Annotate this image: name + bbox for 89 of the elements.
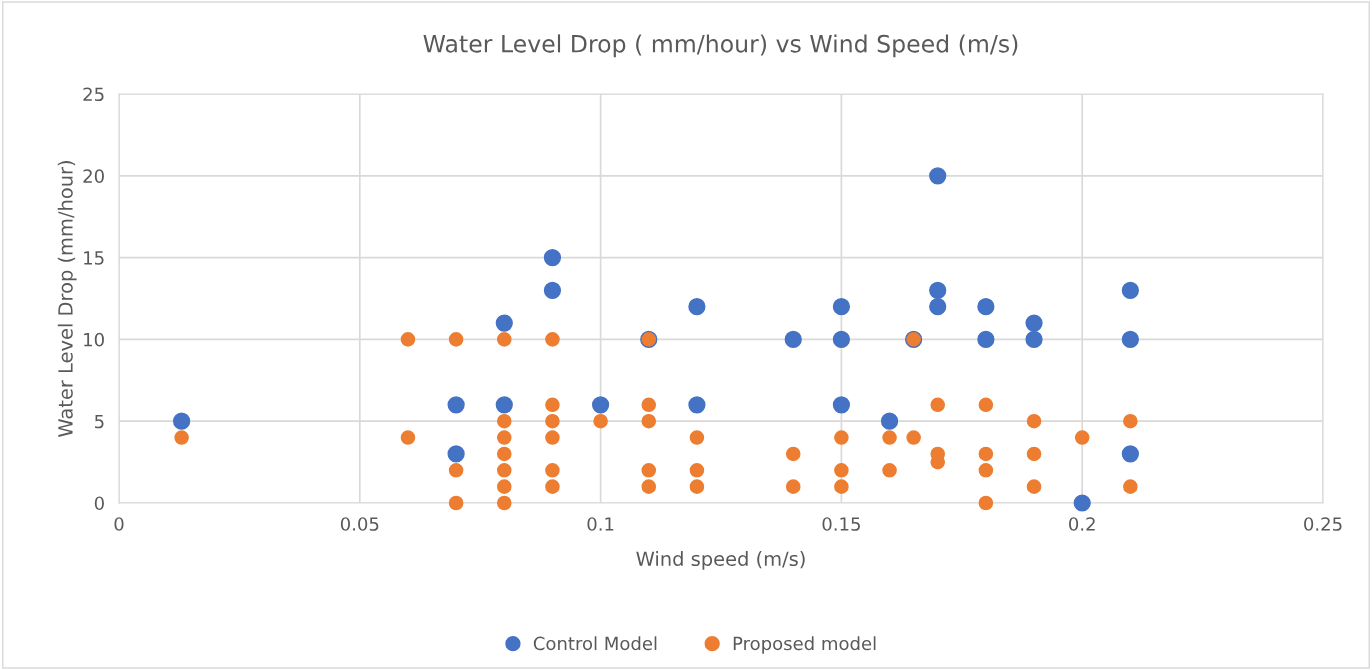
x-tick-label: 0 bbox=[114, 517, 124, 531]
point bbox=[545, 332, 560, 347]
x-tick-label: 0.2 bbox=[1069, 517, 1095, 531]
point bbox=[448, 495, 464, 511]
point bbox=[1123, 479, 1138, 494]
y-tick-label: 20 bbox=[83, 169, 104, 183]
point bbox=[447, 396, 465, 414]
point bbox=[545, 479, 560, 494]
point bbox=[1123, 413, 1138, 429]
point bbox=[978, 446, 994, 462]
point bbox=[448, 462, 464, 478]
y-tick-label: 15 bbox=[84, 251, 104, 265]
point bbox=[641, 462, 657, 478]
point bbox=[545, 430, 560, 445]
y-tick-label: 10 bbox=[84, 332, 104, 347]
x-tick-label: 0.15 bbox=[822, 517, 860, 531]
point bbox=[930, 397, 946, 413]
point bbox=[785, 446, 801, 462]
point bbox=[496, 413, 512, 429]
point bbox=[545, 462, 560, 478]
point bbox=[495, 396, 513, 414]
point bbox=[882, 430, 897, 445]
point bbox=[978, 397, 994, 413]
point bbox=[448, 332, 464, 347]
point bbox=[834, 462, 849, 478]
point bbox=[1073, 494, 1091, 512]
point bbox=[543, 248, 562, 267]
legend-label: Control Model bbox=[533, 636, 657, 651]
point bbox=[834, 430, 849, 445]
y-axis-title: Water Level Drop (mm/hour) bbox=[57, 161, 77, 437]
point bbox=[784, 330, 802, 349]
point bbox=[929, 298, 947, 316]
point bbox=[977, 330, 995, 349]
point bbox=[174, 430, 189, 445]
point bbox=[832, 396, 851, 414]
point bbox=[641, 479, 657, 494]
point bbox=[978, 462, 994, 478]
point bbox=[496, 446, 512, 462]
point bbox=[496, 479, 512, 494]
point bbox=[1121, 281, 1139, 299]
point bbox=[545, 413, 560, 429]
point bbox=[978, 495, 994, 511]
point bbox=[689, 462, 705, 478]
y-tick-label: 25 bbox=[83, 87, 104, 102]
point bbox=[400, 332, 416, 347]
point bbox=[545, 397, 560, 413]
point bbox=[929, 167, 947, 185]
point bbox=[832, 330, 851, 349]
point bbox=[1025, 314, 1043, 332]
y-tick-label: 5 bbox=[95, 414, 104, 429]
point bbox=[834, 479, 849, 494]
point bbox=[929, 281, 947, 299]
point bbox=[688, 396, 706, 414]
point bbox=[496, 430, 512, 445]
legend-label: Proposed model bbox=[733, 636, 876, 654]
point bbox=[1026, 446, 1042, 462]
point bbox=[689, 479, 705, 494]
point bbox=[977, 298, 995, 316]
point bbox=[543, 281, 562, 299]
point bbox=[1026, 479, 1042, 494]
chart-title: Water Level Drop ( mm/hour) vs Wind Speed (m/s) bbox=[423, 34, 1018, 58]
point bbox=[495, 314, 513, 332]
x-tick-label: 0.05 bbox=[340, 517, 379, 531]
point bbox=[447, 445, 465, 463]
point bbox=[496, 495, 512, 511]
point bbox=[906, 430, 921, 445]
point bbox=[1026, 413, 1042, 429]
point bbox=[593, 413, 608, 429]
x-tick-label: 0.25 bbox=[1304, 517, 1342, 531]
point bbox=[689, 430, 705, 445]
point bbox=[1025, 330, 1043, 349]
point bbox=[641, 397, 657, 413]
point bbox=[882, 462, 897, 478]
point bbox=[688, 298, 706, 316]
y-tick-label: 0 bbox=[94, 496, 104, 511]
point bbox=[641, 413, 657, 429]
point bbox=[1121, 330, 1139, 349]
x-axis-title: Wind speed (m/s) bbox=[636, 551, 805, 570]
point bbox=[1074, 430, 1090, 445]
point bbox=[880, 412, 899, 430]
point bbox=[1121, 445, 1139, 463]
point bbox=[785, 479, 801, 494]
point bbox=[591, 396, 610, 414]
point bbox=[496, 462, 512, 478]
point bbox=[400, 430, 416, 445]
point bbox=[496, 332, 512, 347]
point bbox=[172, 412, 191, 430]
point bbox=[832, 298, 851, 316]
x-tick-label: 0.1 bbox=[587, 517, 614, 531]
